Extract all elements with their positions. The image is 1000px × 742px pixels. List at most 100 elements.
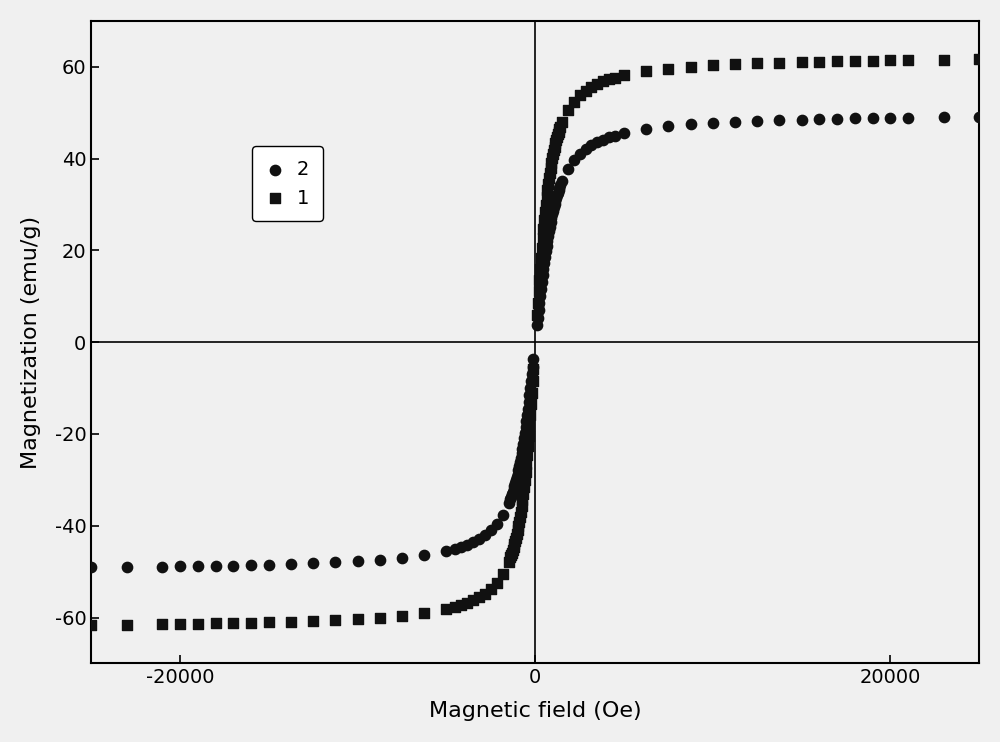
1 xyxy=(521,420,537,432)
2 xyxy=(517,427,533,439)
1 xyxy=(483,583,499,595)
2 xyxy=(538,246,554,257)
1 xyxy=(546,144,562,156)
1 xyxy=(519,449,535,461)
2 xyxy=(507,477,523,489)
2 xyxy=(243,559,259,571)
1 xyxy=(504,547,520,559)
2 xyxy=(503,490,519,502)
2 xyxy=(510,467,526,479)
1 xyxy=(514,494,530,506)
1 xyxy=(865,55,881,67)
1 xyxy=(372,611,388,623)
2 xyxy=(749,115,765,127)
2 xyxy=(510,464,526,476)
1 xyxy=(549,131,565,143)
1 xyxy=(572,90,588,102)
1 xyxy=(847,55,863,67)
2 xyxy=(539,234,555,246)
1 xyxy=(394,610,410,622)
2 xyxy=(566,154,582,166)
2 xyxy=(547,198,563,210)
X-axis label: Magnetic field (Oe): Magnetic field (Oe) xyxy=(429,701,642,721)
2 xyxy=(514,447,530,459)
2 xyxy=(882,112,898,124)
2 xyxy=(900,111,916,123)
2 xyxy=(549,189,565,201)
2 xyxy=(532,290,548,302)
2 xyxy=(607,130,623,142)
1 xyxy=(537,206,553,218)
1 xyxy=(119,619,135,631)
2 xyxy=(508,474,524,486)
2 xyxy=(638,123,654,135)
2 xyxy=(483,525,499,536)
2 xyxy=(543,212,559,224)
2 xyxy=(771,114,787,126)
2 xyxy=(539,240,555,252)
2 xyxy=(504,488,520,500)
2 xyxy=(447,542,463,554)
2 xyxy=(601,131,617,143)
2 xyxy=(495,510,511,522)
1 xyxy=(513,505,529,517)
1 xyxy=(539,185,555,197)
1 xyxy=(506,539,522,551)
2 xyxy=(546,201,562,213)
2 xyxy=(119,561,135,573)
1 xyxy=(560,104,576,116)
2 xyxy=(501,497,517,509)
1 xyxy=(550,128,566,140)
1 xyxy=(154,618,170,630)
1 xyxy=(683,61,699,73)
2 xyxy=(794,114,810,125)
1 xyxy=(261,617,277,628)
1 xyxy=(601,73,617,85)
1 xyxy=(794,56,810,68)
1 xyxy=(459,597,475,608)
1 xyxy=(616,70,632,82)
2 xyxy=(372,554,388,565)
1 xyxy=(520,440,536,452)
2 xyxy=(521,390,537,401)
2 xyxy=(537,251,553,263)
2 xyxy=(511,460,527,472)
2 xyxy=(172,560,188,572)
1 xyxy=(501,556,517,568)
2 xyxy=(554,175,570,187)
1 xyxy=(534,242,550,254)
1 xyxy=(510,525,526,536)
2 xyxy=(548,192,564,204)
1 xyxy=(516,481,532,493)
2 xyxy=(660,120,676,132)
2 xyxy=(583,139,599,151)
2 xyxy=(519,410,535,421)
1 xyxy=(447,601,463,613)
1 xyxy=(506,542,522,554)
1 xyxy=(523,398,539,410)
2 xyxy=(154,561,170,573)
1 xyxy=(548,134,564,146)
2 xyxy=(523,375,539,387)
2 xyxy=(533,283,549,295)
2 xyxy=(544,209,560,220)
1 xyxy=(551,125,567,137)
2 xyxy=(847,113,863,125)
2 xyxy=(438,545,454,557)
2 xyxy=(727,116,743,128)
1 xyxy=(529,309,545,321)
1 xyxy=(545,148,561,160)
1 xyxy=(544,152,560,164)
2 xyxy=(683,119,699,131)
2 xyxy=(465,536,481,548)
2 xyxy=(811,113,827,125)
Y-axis label: Magnetization (emu/g): Magnetization (emu/g) xyxy=(21,216,41,469)
1 xyxy=(552,121,568,133)
1 xyxy=(502,551,518,563)
1 xyxy=(541,172,557,184)
1 xyxy=(510,520,526,532)
1 xyxy=(540,178,556,190)
2 xyxy=(471,533,487,545)
2 xyxy=(551,184,567,196)
2 xyxy=(518,421,534,433)
